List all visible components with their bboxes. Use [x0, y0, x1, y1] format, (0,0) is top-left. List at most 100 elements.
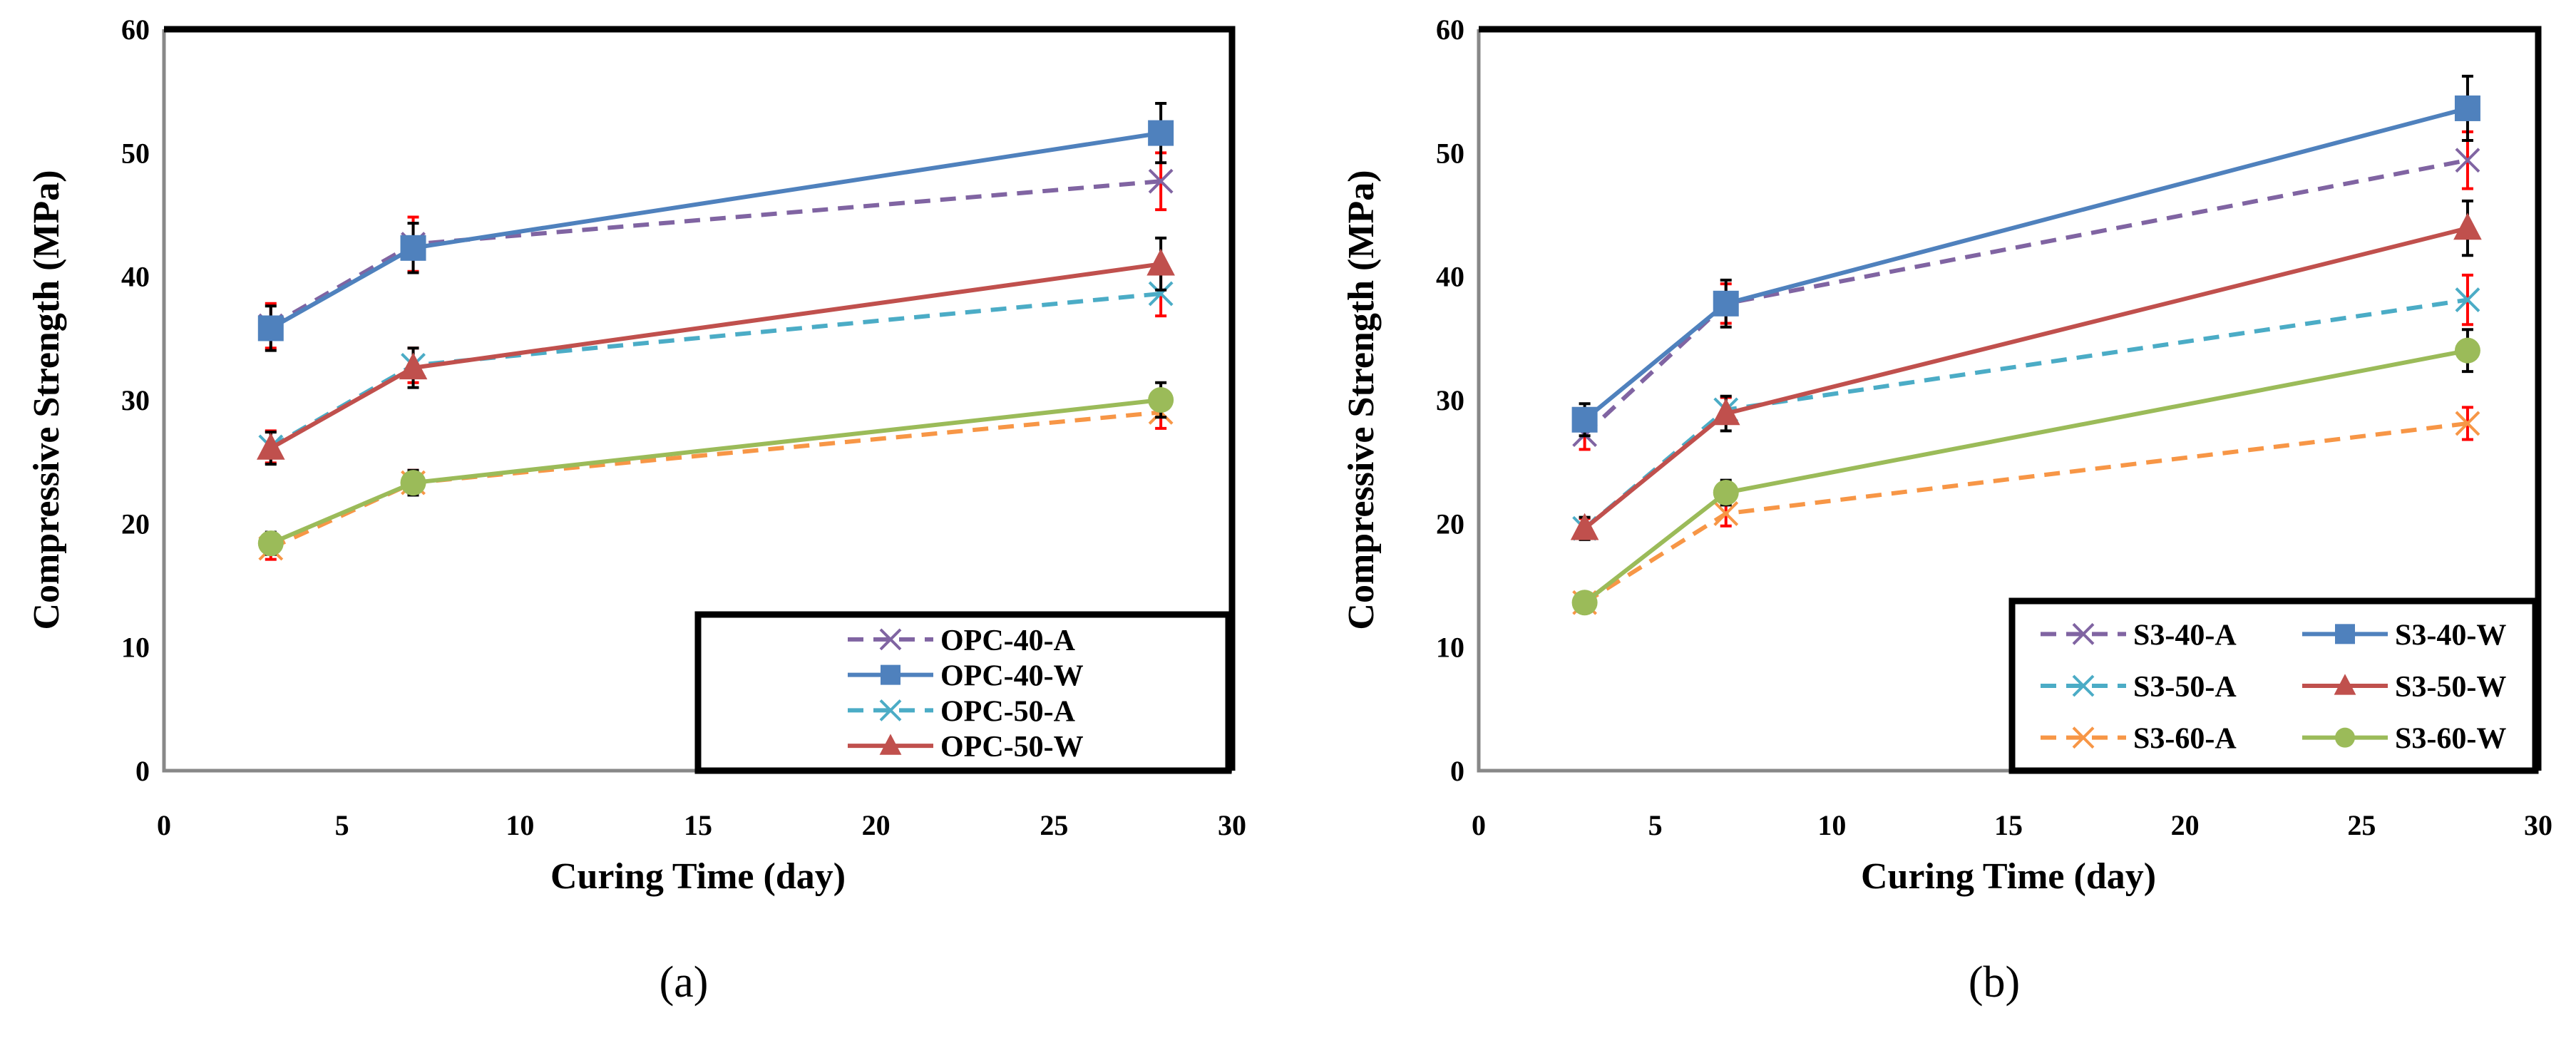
x-marker — [2072, 674, 2095, 697]
y-tick-label: 10 — [121, 632, 150, 664]
x-marker — [879, 628, 902, 651]
x-tick-label: 0 — [1472, 809, 1486, 841]
series-s3-50-w — [1570, 199, 2482, 541]
x-tick-label: 10 — [1817, 809, 1846, 841]
y-tick-label: 0 — [135, 755, 150, 787]
circle-marker — [400, 470, 426, 496]
legend-box — [694, 611, 1232, 774]
series-line — [1584, 421, 2468, 605]
triangle-marker — [1146, 248, 1175, 276]
square-marker — [400, 235, 426, 261]
series-line — [270, 398, 1161, 545]
chart-b: 0 5 10 15 20 25 30 0 10 20 30 40 50 60 Curing Time (da… — [1341, 14, 2552, 1007]
x-marker — [2072, 726, 2095, 749]
series-opc-50-a — [258, 269, 1174, 465]
legend-item: OPC-40-W — [848, 660, 1084, 693]
legend-item: S3-50-A — [2041, 671, 2237, 704]
x-tick-label: 15 — [1994, 809, 2023, 841]
x-tick-label: 30 — [2524, 809, 2552, 841]
legend-item: OPC-50-W — [848, 731, 1084, 764]
circle-marker — [1571, 590, 1598, 616]
x-marker — [2455, 411, 2480, 436]
circle-marker — [257, 530, 284, 557]
plot-border — [164, 26, 1236, 771]
y-tick-label: 40 — [1436, 261, 1464, 293]
square-marker — [2335, 624, 2355, 644]
y-tick-label: 20 — [121, 508, 150, 540]
x-marker — [1713, 501, 1739, 526]
legend-label: OPC-50-A — [940, 695, 1076, 728]
panel-label: (a) — [660, 958, 709, 1007]
y-tick-label: 60 — [1436, 14, 1464, 46]
legend-label: OPC-40-W — [940, 660, 1084, 693]
panel-label: (b) — [1969, 958, 2020, 1007]
series-line — [1583, 106, 2468, 422]
series-line — [270, 130, 1161, 331]
y-tick-label: 40 — [121, 261, 150, 293]
y-tick-label: 50 — [1436, 137, 1464, 169]
series-s3-60-a — [1572, 406, 2480, 615]
legend-label: S3-50-W — [2395, 671, 2506, 704]
legend-item: OPC-40-A — [848, 625, 1076, 657]
triangle-marker — [1570, 513, 1599, 540]
x-tick-label: 20 — [862, 809, 891, 841]
series-opc-40-a — [258, 151, 1174, 350]
series-s3-60-w — [1571, 328, 2480, 616]
square-marker — [881, 664, 900, 685]
x-marker — [879, 699, 902, 721]
series-opc-40-w — [257, 102, 1174, 352]
circle-marker — [2454, 337, 2480, 364]
x-marker — [1148, 168, 1174, 194]
x-tick-label: 30 — [1218, 809, 1246, 841]
legend-item: S3-60-A — [2041, 723, 2237, 756]
y-tick-label: 30 — [1436, 384, 1464, 416]
x-tick-label: 15 — [684, 809, 712, 841]
x-marker — [1148, 281, 1174, 307]
y-tick-label: 60 — [121, 14, 150, 46]
legend-label: OPC-50-W — [940, 731, 1084, 764]
triangle-marker — [1711, 398, 1740, 426]
square-marker — [1571, 406, 1598, 433]
triangle-marker — [879, 734, 902, 755]
legend-label: S3-40-W — [2395, 619, 2506, 652]
x-tick-label: 20 — [2171, 809, 2200, 841]
x-axis-title: Curing Time (day) — [550, 856, 846, 897]
legend-item: S3-50-W — [2302, 671, 2506, 704]
series-opc-60-w — [257, 381, 1174, 557]
triangle-marker — [257, 433, 285, 460]
y-tick-label: 0 — [1450, 755, 1464, 787]
series-opc-50-w — [257, 236, 1175, 466]
plot-border — [1479, 26, 2542, 771]
legend-label: OPC-40-A — [940, 625, 1076, 657]
x-axis-title: Curing Time (day) — [1861, 856, 2156, 897]
triangle-marker — [2334, 674, 2356, 695]
x-marker — [2455, 287, 2480, 313]
square-marker — [2454, 95, 2480, 121]
x-tick-label: 5 — [335, 809, 349, 841]
circle-marker — [1713, 480, 1739, 505]
square-marker — [257, 315, 284, 341]
x-marker — [2072, 622, 2095, 645]
series-s3-40-w — [1571, 74, 2480, 438]
x-marker — [2455, 148, 2480, 173]
y-tick-label: 10 — [1436, 632, 1464, 664]
legend-label: S3-50-A — [2133, 671, 2237, 704]
y-axis-title: Compressive Strength (MPa) — [26, 170, 67, 630]
square-marker — [1148, 120, 1174, 146]
circle-marker — [2335, 727, 2355, 748]
legend-item: S3-40-A — [2041, 619, 2237, 652]
y-tick-label: 50 — [121, 137, 150, 169]
y-tick-label: 20 — [1436, 508, 1464, 540]
x-tick-label: 0 — [157, 809, 171, 841]
x-tick-label: 10 — [506, 809, 534, 841]
series-opc-60-a — [258, 394, 1174, 561]
legend-item: S3-60-W — [2302, 723, 2506, 756]
triangle-marker — [2453, 212, 2482, 240]
y-tick-label: 30 — [121, 384, 150, 416]
circle-marker — [1148, 387, 1174, 413]
y-axis-title: Compressive Strength (MPa) — [1341, 170, 1382, 630]
legend-label: S3-60-W — [2395, 723, 2506, 756]
legend: S3-40-A S3-40-W S3-50-A S3-50-W S3-60-A S3-60… — [2008, 597, 2539, 774]
